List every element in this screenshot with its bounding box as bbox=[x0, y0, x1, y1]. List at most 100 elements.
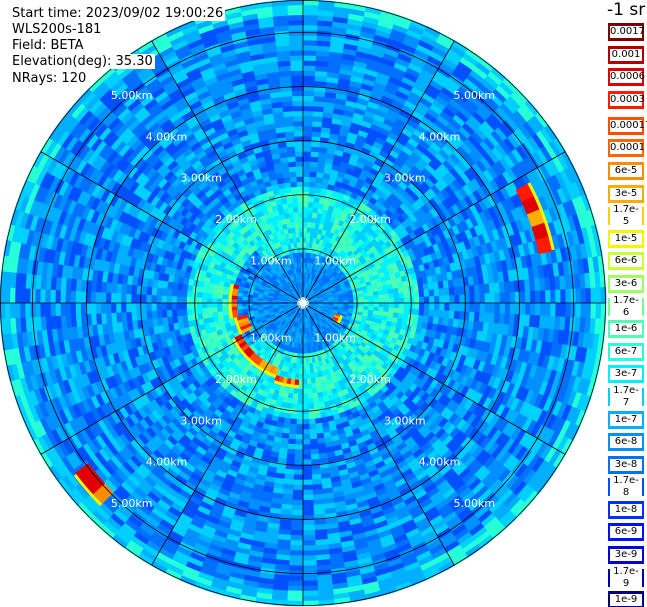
beta-cell bbox=[396, 154, 408, 165]
beta-cell bbox=[373, 303, 380, 308]
beta-cell bbox=[368, 53, 384, 64]
beta-cell bbox=[303, 95, 315, 102]
beta-cell bbox=[526, 118, 541, 135]
beta-cell bbox=[333, 299, 339, 302]
beta-cell bbox=[302, 575, 318, 582]
beta-cell bbox=[338, 263, 345, 270]
beta-cell bbox=[505, 197, 516, 212]
beta-cell bbox=[322, 308, 328, 311]
beta-cell bbox=[438, 288, 445, 297]
beta-cell bbox=[498, 313, 506, 325]
beta-cell bbox=[477, 234, 487, 246]
beta-cell bbox=[565, 289, 572, 304]
beta-cell bbox=[435, 167, 447, 179]
beta-cell bbox=[522, 350, 531, 364]
beta-cell bbox=[417, 73, 433, 85]
beta-cell bbox=[315, 55, 330, 62]
beta-cell bbox=[413, 290, 420, 298]
beta-cell bbox=[317, 305, 324, 308]
beta-cell bbox=[554, 418, 567, 435]
beta-cell bbox=[395, 90, 410, 101]
beta-cell bbox=[353, 333, 361, 340]
beta-cell bbox=[581, 378, 592, 397]
beta-cell bbox=[468, 192, 479, 206]
beta-cell bbox=[331, 190, 340, 198]
beta-cell bbox=[455, 383, 466, 395]
beta-cell bbox=[369, 275, 376, 282]
beta-cell bbox=[505, 382, 516, 397]
beta-cell bbox=[379, 127, 391, 137]
beta-cell bbox=[419, 296, 425, 304]
beta-cell bbox=[514, 373, 525, 388]
beta-cell bbox=[370, 145, 382, 155]
beta-cell bbox=[317, 295, 323, 299]
beta-cell bbox=[455, 233, 464, 244]
beta-cell bbox=[460, 157, 473, 171]
beta-cell bbox=[306, 373, 311, 380]
beta-cell bbox=[537, 181, 549, 197]
beta-cell bbox=[302, 499, 314, 506]
beta-cell bbox=[323, 219, 330, 227]
beta-cell bbox=[538, 426, 551, 443]
beta-cell bbox=[299, 363, 303, 370]
beta-cell bbox=[368, 306, 374, 311]
beta-cell bbox=[501, 225, 511, 239]
beta-cell bbox=[540, 303, 546, 317]
beta-cell bbox=[334, 284, 341, 289]
beta-cell bbox=[434, 152, 447, 165]
beta-cell bbox=[339, 284, 346, 289]
beta-cell bbox=[306, 267, 309, 274]
beta-cell bbox=[383, 303, 390, 308]
beta-cell bbox=[379, 99, 393, 110]
beta-cell bbox=[316, 40, 332, 47]
beta-cell bbox=[341, 251, 348, 259]
beta-cell bbox=[576, 228, 586, 246]
beta-cell bbox=[479, 293, 486, 304]
beta-cell bbox=[524, 279, 531, 293]
beta-cell bbox=[305, 242, 310, 248]
beta-cell bbox=[420, 204, 431, 215]
beta-cell bbox=[302, 504, 314, 511]
beta-cell bbox=[358, 276, 365, 282]
beta-cell bbox=[411, 320, 419, 328]
beta-cell bbox=[576, 377, 587, 395]
beta-cell bbox=[372, 287, 379, 293]
beta-cell bbox=[438, 32, 456, 46]
beta-cell bbox=[489, 179, 501, 193]
beta-cell bbox=[567, 199, 578, 217]
beta-cell bbox=[328, 274, 334, 280]
beta-cell bbox=[546, 176, 558, 193]
beta-cell bbox=[373, 114, 386, 124]
beta-cell bbox=[457, 61, 474, 75]
beta-cell bbox=[326, 265, 332, 272]
beta-cell bbox=[524, 291, 531, 304]
beta-cell bbox=[449, 303, 455, 312]
beta-cell bbox=[395, 171, 406, 182]
beta-cell bbox=[347, 292, 354, 296]
beta-cell bbox=[351, 170, 362, 179]
beta-cell bbox=[407, 182, 418, 193]
beta-cell bbox=[434, 331, 442, 341]
beta-cell bbox=[580, 303, 587, 319]
beta-cell bbox=[325, 193, 333, 201]
beta-cell bbox=[374, 158, 385, 168]
beta-cell bbox=[505, 116, 520, 133]
beta-cell bbox=[557, 329, 565, 345]
beta-cell bbox=[298, 378, 303, 385]
beta-cell bbox=[504, 303, 511, 315]
beta-cell bbox=[399, 202, 409, 213]
beta-cell bbox=[523, 403, 534, 419]
beta-cell bbox=[452, 318, 460, 329]
beta-cell bbox=[458, 187, 469, 199]
beta-cell bbox=[345, 284, 352, 290]
beta-cell bbox=[487, 322, 495, 334]
beta-cell bbox=[369, 49, 386, 59]
beta-cell bbox=[349, 153, 360, 162]
beta-cell bbox=[303, 257, 306, 263]
beta-cell bbox=[495, 143, 509, 159]
beta-cell bbox=[303, 267, 305, 273]
beta-cell bbox=[333, 265, 340, 271]
beta-cell bbox=[469, 215, 479, 228]
beta-cell bbox=[309, 428, 317, 435]
beta-cell bbox=[307, 221, 312, 228]
